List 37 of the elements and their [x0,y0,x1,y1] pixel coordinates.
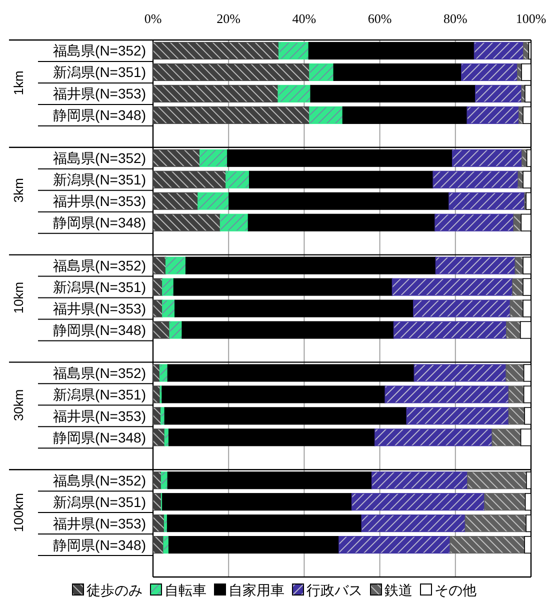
y-tick-label: 福井県(N=353) [53,300,146,316]
legend-label: 鉄道 [384,582,412,598]
y-tick-label: 福島県(N=352) [53,150,146,166]
y-tick-label: 新潟県(N=351) [53,64,146,80]
y-axis-title: 100km [11,493,26,532]
x-tick-label: 20% [216,11,241,26]
y-tick-label: 福井県(N=353) [53,408,146,424]
x-tick-label: 60% [368,11,392,26]
x-tick-label: 0% [144,11,162,26]
x-tick-label: 40% [292,11,316,26]
legend-label: その他 [434,582,476,598]
y-tick-label: 静岡県(N=348) [53,322,146,338]
y-tick-label: 福島県(N=352) [53,364,146,381]
y-tick-label: 新潟県(N=351) [53,494,146,510]
y-axis-title: 3km [11,178,26,203]
legend-label: 自転車 [164,582,206,598]
x-tick-label: 100% [516,11,546,26]
y-tick-label: 福井県(N=353) [53,515,146,532]
y-axis-title: 30km [11,389,26,422]
legend-label: 行政バス [306,582,362,598]
y-tick-label: 新潟県(N=351) [53,172,146,188]
y-tick-label: 新潟県(N=351) [53,279,146,296]
x-tick-label: 80% [443,11,468,26]
y-tick-label: 福島県(N=352) [53,42,146,59]
y-tick-label: 静岡県(N=348) [53,536,146,553]
legend-label: 自家用車 [228,582,284,598]
y-tick-label: 福島県(N=352) [53,472,146,488]
y-tick-label: 静岡県(N=348) [53,429,146,446]
y-tick-label: 静岡県(N=348) [53,107,146,124]
y-tick-label: 福島県(N=352) [53,258,146,274]
y-axis-title: 1km [11,70,26,96]
y-tick-label: 福井県(N=353) [53,193,146,210]
y-tick-label: 新潟県(N=351) [53,386,146,402]
y-tick-label: 福井県(N=353) [53,86,146,102]
y-tick-label: 静岡県(N=348) [53,214,146,231]
legend-label: 徒歩のみ [86,582,142,598]
y-axis-title: 10km [11,282,26,314]
